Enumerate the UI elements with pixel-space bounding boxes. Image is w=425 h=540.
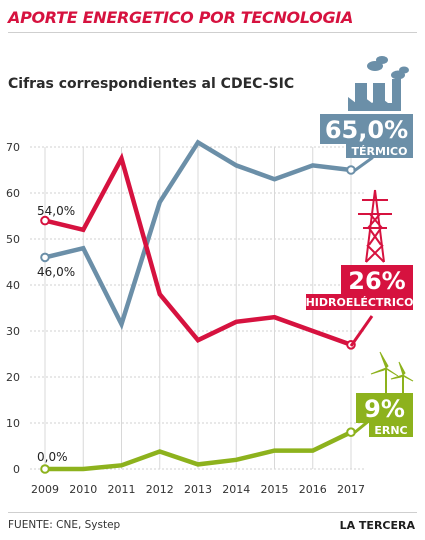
data-point-marker: [40, 464, 50, 474]
ernc-end-value: 9%: [364, 395, 405, 423]
x-tick-label: 2013: [184, 483, 212, 496]
series-line-1: [44, 152, 352, 347]
y-tick-label: 50: [6, 233, 20, 246]
series-line-0: [44, 139, 352, 331]
termico-end-value: 65,0%: [325, 116, 408, 144]
y-tick-label: 70: [6, 141, 20, 154]
transmission-tower-icon: [358, 189, 392, 263]
data-point-marker: [40, 215, 50, 226]
power-plant-icon: [348, 56, 409, 111]
y-tick-label: 60: [6, 187, 20, 200]
y-tick-label: 30: [6, 325, 20, 338]
x-tick-label: 2016: [299, 483, 327, 496]
y-tick-label: 0: [13, 463, 20, 476]
hidro-end-value: 26%: [348, 267, 405, 295]
termico-callout: 65,0% TÉRMICO: [320, 114, 413, 173]
hidro-start-label: 46,0%: [37, 265, 75, 279]
x-tick-label: 2014: [222, 483, 250, 496]
title-divider: [8, 32, 417, 33]
x-axis-ticks: 2009 2010 2011 2012 2013 2014 2015 2016 2017: [31, 483, 365, 496]
source-note: FUENTE: CNE, Systep: [8, 519, 121, 531]
x-tick-label: 2010: [69, 483, 97, 496]
y-axis-ticks: 0 10 20 30 40 50 60 70: [6, 141, 20, 476]
hidro-callout: 26% HIDROELÉCTRICO: [306, 265, 414, 347]
legend-hidro: HIDROELÉCTRICO: [306, 296, 414, 309]
series-lines: [44, 139, 352, 472]
x-tick-label: 2009: [31, 483, 59, 496]
data-point-marker: [40, 252, 50, 263]
y-tick-label: 20: [6, 371, 20, 384]
legend-termico: TÉRMICO: [352, 145, 408, 158]
ernc-start-label: 0,0%: [37, 450, 68, 464]
legend-ernc: ERNC: [374, 424, 407, 437]
wind-turbine-icon: [370, 351, 414, 395]
series-line-2: [45, 430, 352, 472]
x-tick-label: 2017: [337, 483, 365, 496]
x-tick-label: 2012: [146, 483, 174, 496]
footer-divider: [8, 512, 417, 513]
brand-logo: LA TERCERA: [339, 519, 415, 532]
y-tick-label: 10: [6, 417, 20, 430]
chart-title: APORTE ENERGETICO POR TECNOLOGIA: [8, 8, 354, 27]
ernc-callout: 9% ERNC: [353, 393, 413, 437]
x-tick-label: 2011: [108, 483, 136, 496]
y-tick-label: 40: [6, 279, 20, 292]
series-markers: [40, 165, 356, 474]
termico-start-label: 54,0%: [37, 204, 75, 218]
chart-subtitle: Cifras correspondientes al CDEC-SIC: [8, 76, 295, 92]
x-tick-label: 2015: [261, 483, 289, 496]
